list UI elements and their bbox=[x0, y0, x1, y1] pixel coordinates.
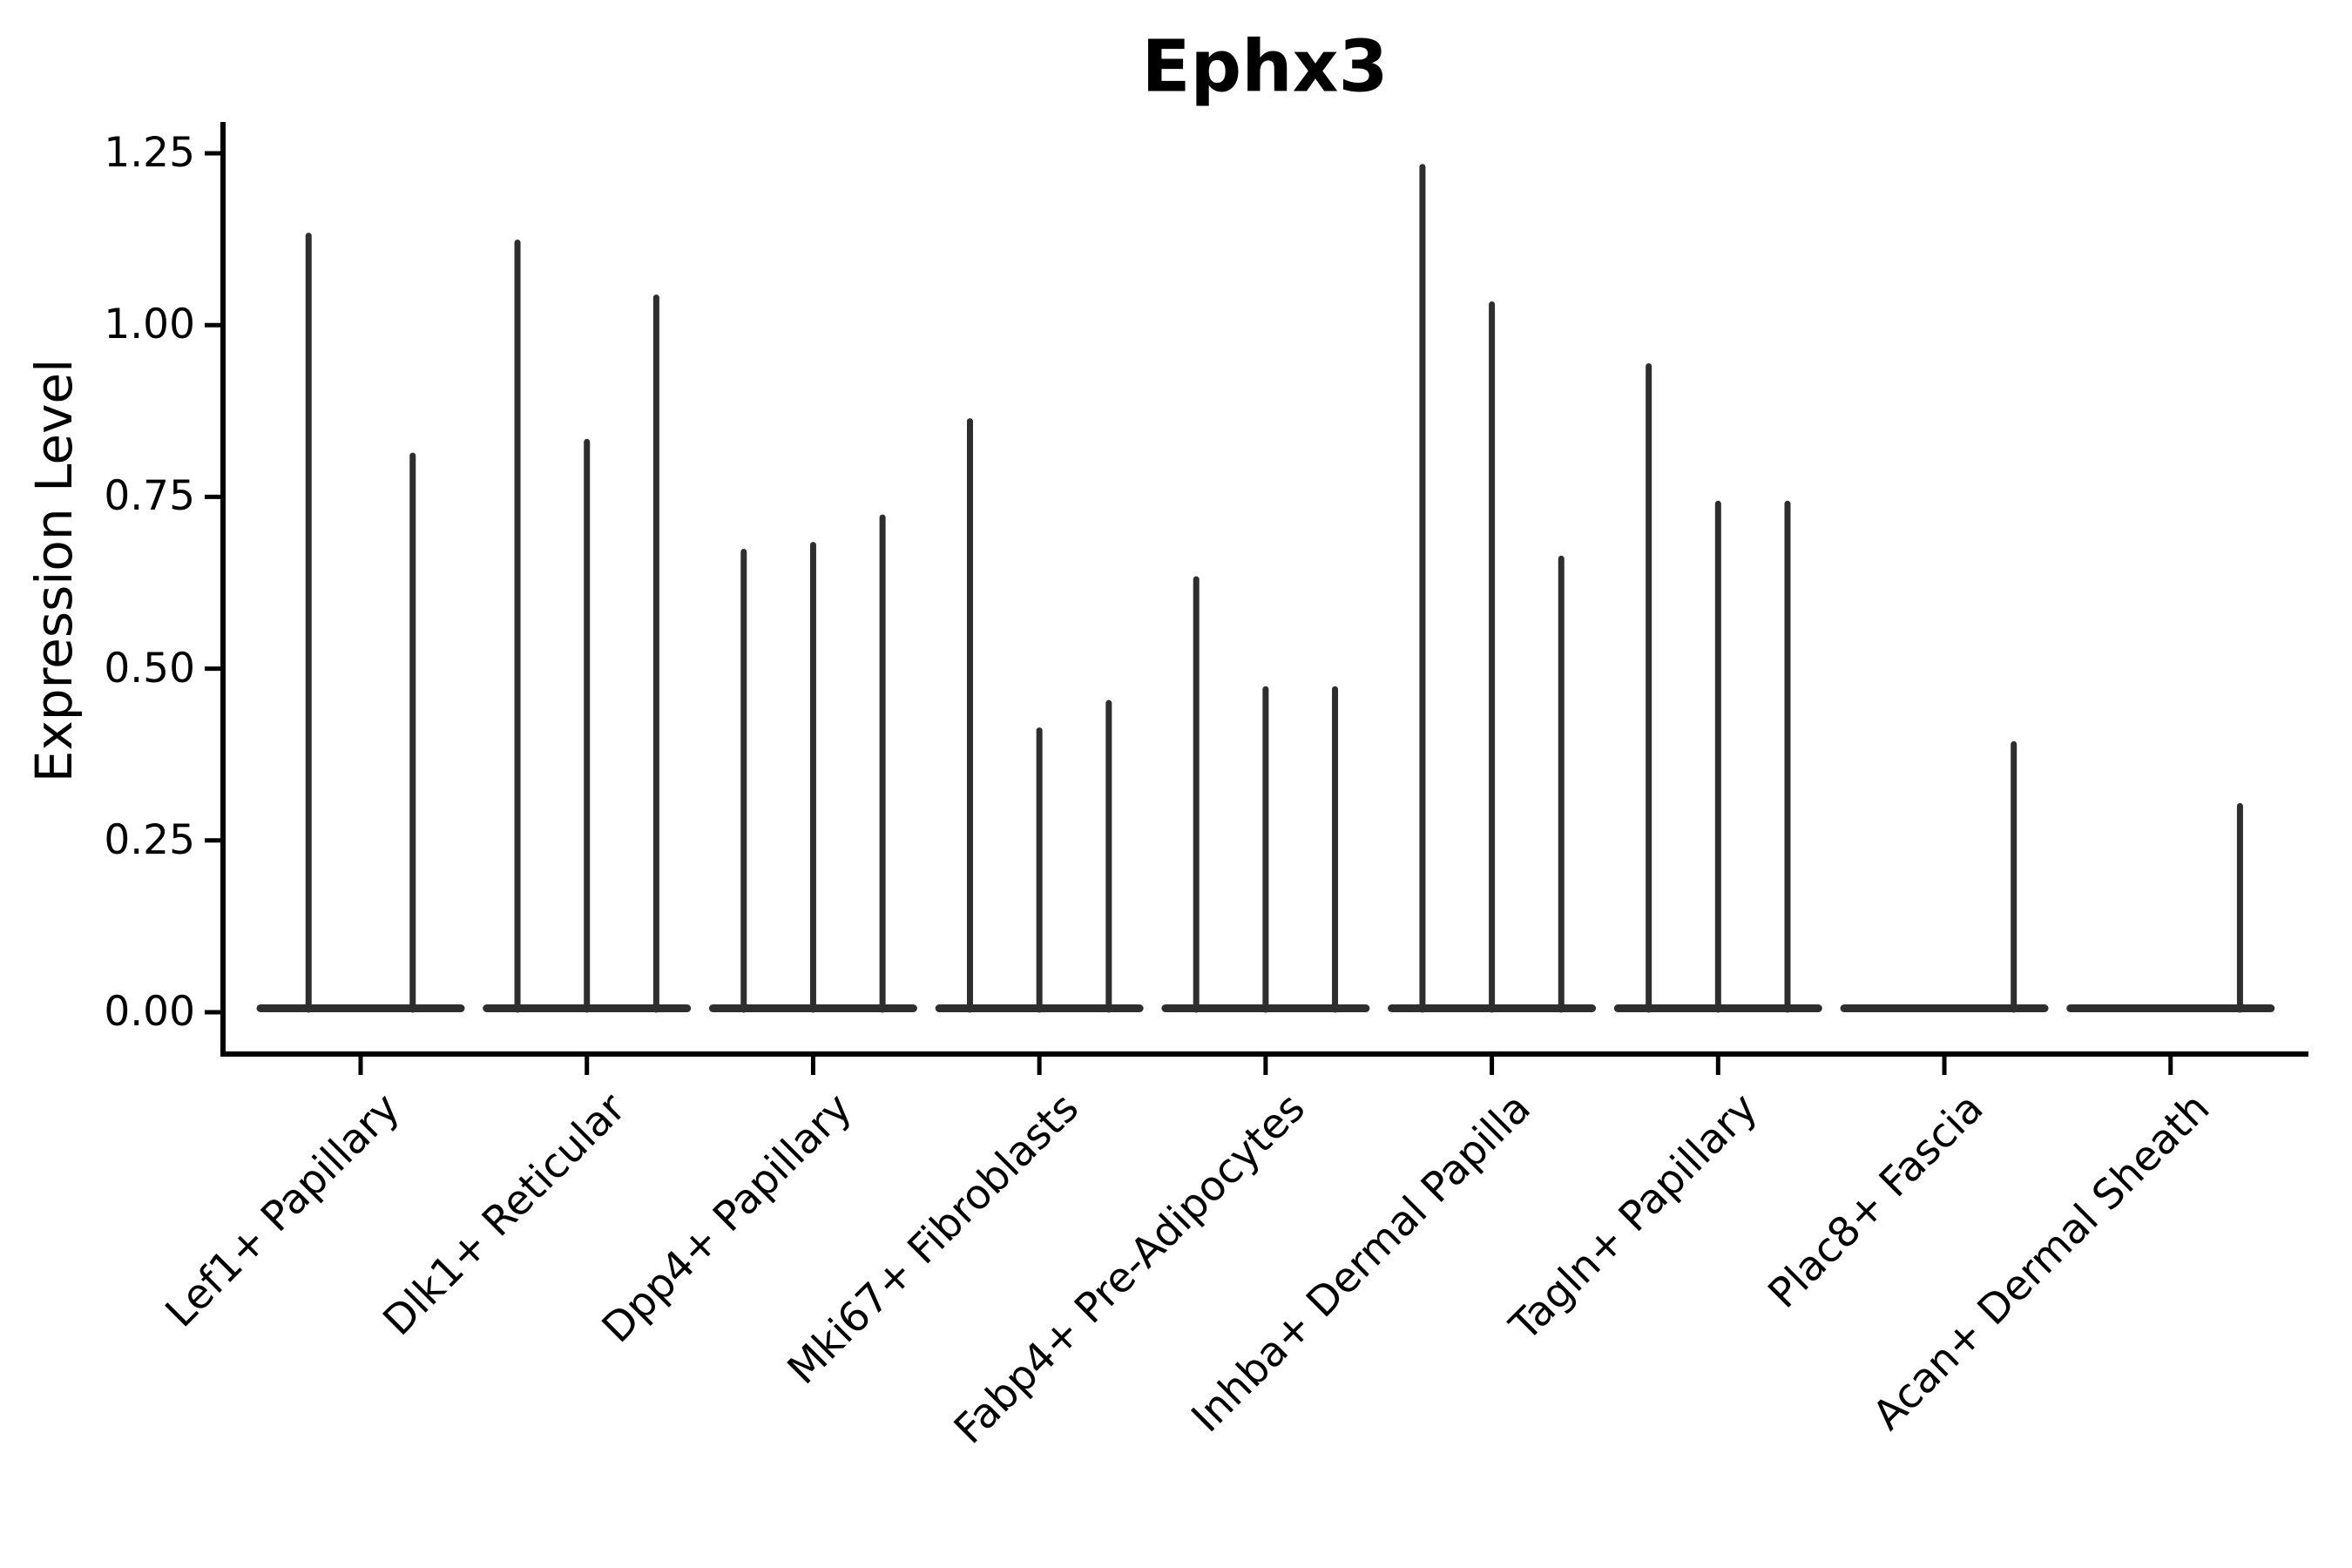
y-tick-label: 0.75 bbox=[104, 472, 195, 521]
y-tick-label: 0.00 bbox=[104, 988, 195, 1036]
y-axis-label: Expression Level bbox=[24, 358, 84, 783]
y-tick-label: 1.00 bbox=[104, 301, 195, 349]
y-tick-label: 1.25 bbox=[104, 129, 195, 177]
chart-title: Ephx3 bbox=[1141, 25, 1389, 109]
violin-base bbox=[256, 1004, 465, 1012]
y-tick-label: 0.50 bbox=[104, 644, 195, 693]
violin-base bbox=[2066, 1004, 2275, 1012]
y-tick-label: 0.25 bbox=[104, 815, 195, 864]
violin-base bbox=[1840, 1004, 2049, 1012]
